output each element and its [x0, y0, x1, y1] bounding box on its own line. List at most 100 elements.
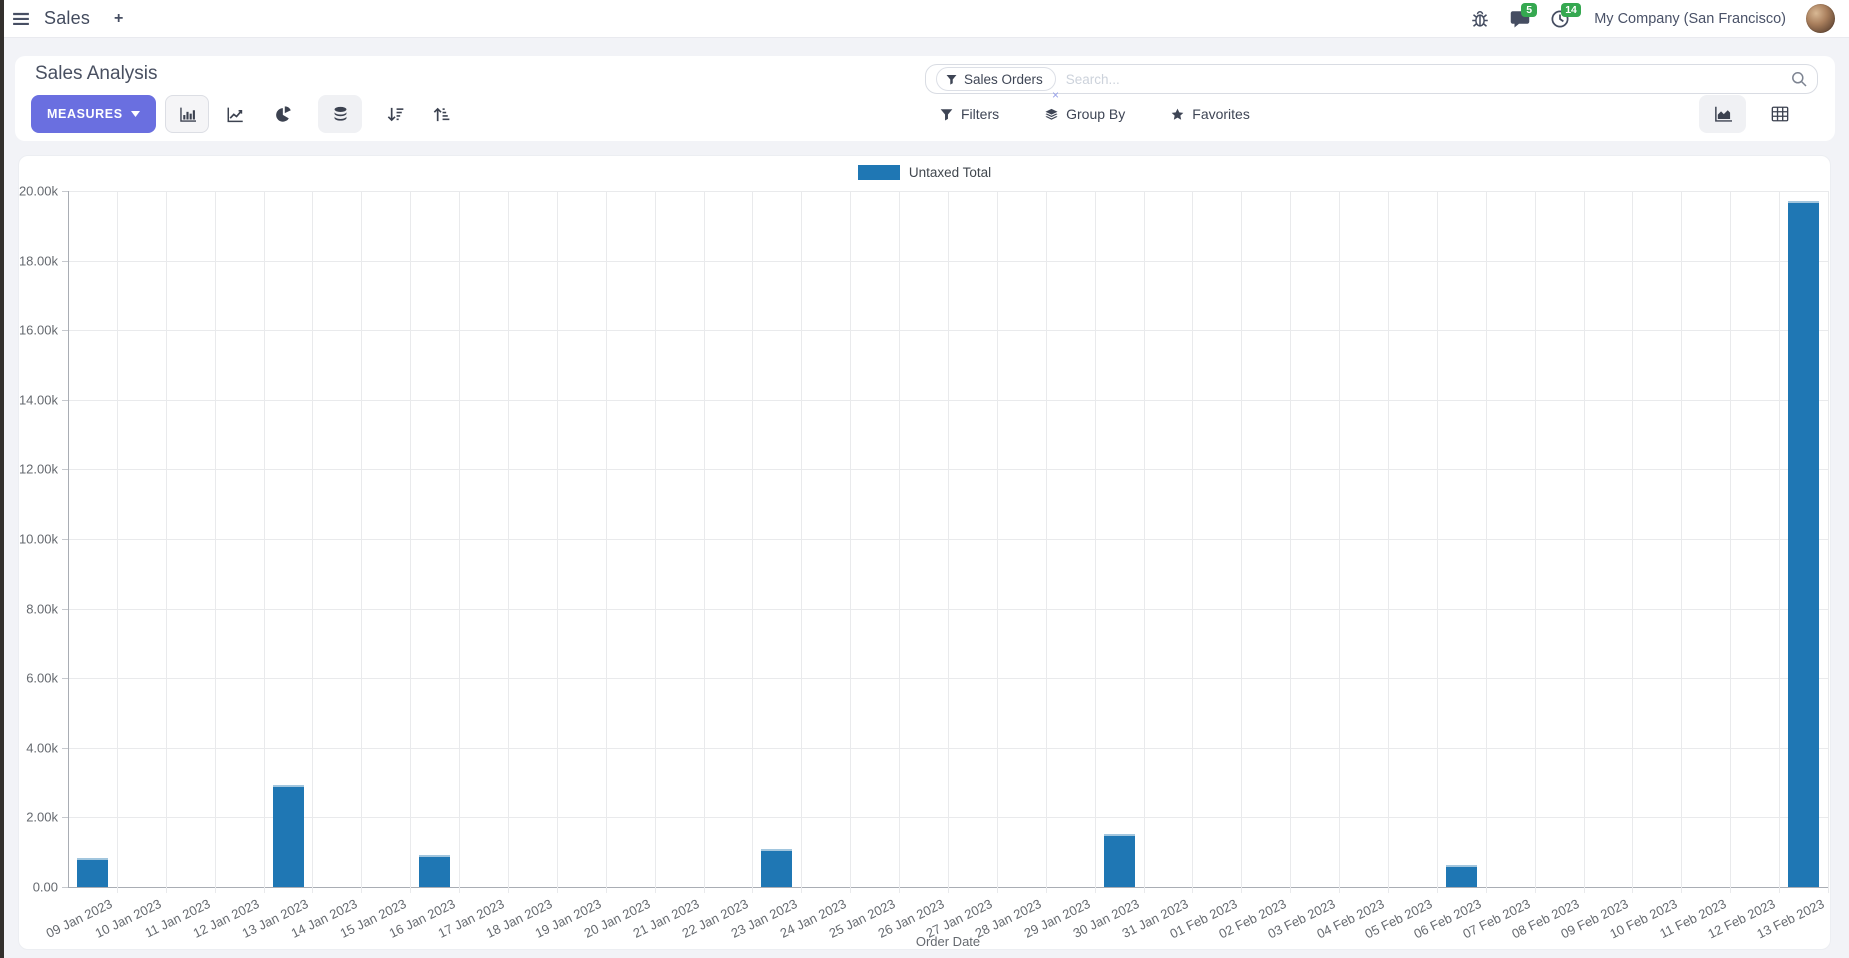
x-grid-line	[263, 191, 265, 893]
x-grid-line	[1388, 191, 1389, 893]
sort-amount-desc-icon	[387, 107, 403, 121]
y-tick-mark	[62, 887, 68, 888]
sort-ascending-button[interactable]	[419, 95, 463, 133]
activities-clock-icon[interactable]: 14	[1550, 2, 1581, 29]
x-grid-line	[654, 191, 656, 893]
x-grid-line	[1534, 191, 1536, 893]
filter-funnel-icon	[940, 108, 953, 121]
company-switcher[interactable]: My Company (San Francisco)	[1594, 10, 1786, 27]
x-grid-line	[1241, 191, 1243, 893]
area-chart-icon	[1714, 106, 1732, 122]
bar[interactable]	[1103, 834, 1135, 887]
y-tick-mark	[62, 678, 68, 680]
y-tick-mark	[62, 469, 68, 471]
bar[interactable]	[761, 848, 793, 887]
x-grid-line	[605, 191, 607, 893]
user-avatar[interactable]	[1806, 4, 1835, 33]
y-tick-mark	[62, 817, 68, 819]
legend-label: Untaxed Total	[908, 165, 992, 180]
bar-chart-button[interactable]	[165, 95, 209, 133]
app-name[interactable]: Sales	[44, 8, 91, 28]
plot-area: 0.00 2.00k 4.00k 6.00k 8.00k 10.00k 12.00k 14.0…	[19, 184, 1829, 941]
x-grid-line	[1339, 191, 1341, 893]
search-input[interactable]	[1063, 70, 1791, 88]
line-chart-icon	[227, 107, 243, 122]
pivot-view-button[interactable]	[1756, 95, 1803, 133]
legend-item[interactable]: Untaxed Total	[19, 165, 1830, 180]
messages-icon[interactable]: 5	[1510, 2, 1538, 29]
x-grid-line	[508, 191, 509, 893]
x-grid-line	[948, 191, 949, 893]
table-grid-icon	[1771, 106, 1788, 122]
x-grid-line	[1779, 191, 1781, 893]
y-tick-label: 12.00k	[18, 461, 58, 477]
top-navbar: Sales + 5 14 My Company (San Francisco)	[0, 0, 1849, 38]
x-grid-line	[850, 191, 852, 893]
y-tick-mark	[62, 260, 68, 262]
sort-descending-button[interactable]	[373, 95, 417, 133]
bar-chart-icon	[179, 107, 196, 122]
messages-count-badge: 5	[1521, 2, 1538, 17]
search-bar[interactable]: Sales Orders ×	[925, 64, 1818, 101]
bar[interactable]	[76, 858, 108, 887]
stacked-toggle-button[interactable]	[318, 95, 362, 133]
search-facet-sales-orders[interactable]: Sales Orders	[936, 67, 1056, 91]
y-tick-mark	[62, 747, 68, 749]
bar[interactable]	[272, 785, 304, 887]
x-grid-line	[1730, 191, 1732, 893]
y-tick-mark	[62, 191, 68, 192]
graph-view-button[interactable]	[1699, 95, 1746, 133]
x-grid-line	[1094, 191, 1096, 893]
x-grid-line	[899, 191, 901, 893]
sort-amount-asc-icon	[433, 107, 449, 121]
x-grid-line	[459, 191, 461, 893]
x-grid-line	[556, 191, 558, 893]
x-grid-line	[361, 191, 363, 893]
y-tick-mark	[62, 399, 68, 401]
x-grid-line	[1828, 191, 1829, 893]
x-grid-line	[410, 191, 412, 893]
y-tick-label: 16.00k	[18, 322, 58, 338]
x-grid-line	[752, 191, 754, 893]
caret-down-icon	[130, 111, 140, 117]
bar[interactable]	[1788, 200, 1820, 887]
x-axis-title: Order Date	[915, 934, 981, 949]
line-chart-button[interactable]	[213, 95, 257, 133]
x-grid-line	[1632, 191, 1634, 893]
x-grid-line	[312, 191, 314, 893]
x-grid-line	[1485, 191, 1487, 893]
y-tick-label: 0.00	[32, 879, 58, 895]
x-grid-line	[1583, 191, 1585, 893]
y-tick-label: 18.00k	[18, 253, 58, 269]
x-grid-line	[1192, 191, 1194, 893]
y-tick-mark	[62, 539, 68, 540]
debug-bug-icon[interactable]	[1470, 9, 1490, 29]
bar[interactable]	[419, 854, 451, 887]
chart-card: Untaxed Total 0.00 2.00k 4.00k 6.00k 8.00k 10…	[18, 155, 1831, 950]
y-tick-label: 2.00k	[26, 809, 58, 825]
screen-left-edge	[0, 0, 4, 958]
pie-chart-button[interactable]	[261, 95, 305, 133]
group-by-button[interactable]: Group By	[1045, 106, 1125, 122]
x-grid-line	[1290, 191, 1292, 893]
y-tick-mark	[62, 608, 68, 610]
search-icon[interactable]	[1791, 71, 1807, 87]
legend-marker	[857, 165, 900, 180]
apps-menu-icon[interactable]	[12, 10, 30, 28]
y-tick-label: 14.00k	[18, 392, 58, 408]
y-tick-label: 8.00k	[26, 601, 58, 617]
y-tick-label: 10.00k	[18, 531, 58, 547]
measures-button[interactable]: MEASURES	[31, 95, 156, 133]
y-tick-label: 20.00k	[18, 183, 58, 199]
bar[interactable]	[1445, 864, 1477, 887]
filters-button[interactable]: Filters	[940, 106, 999, 122]
page-title: Sales Analysis	[35, 63, 158, 84]
new-record-button[interactable]: +	[114, 9, 124, 27]
favorites-button[interactable]: Favorites	[1171, 106, 1250, 122]
y-tick-label: 4.00k	[26, 740, 58, 756]
x-grid-line	[1436, 191, 1438, 893]
filter-funnel-icon	[946, 74, 957, 85]
star-icon	[1171, 108, 1184, 120]
facet-remove-icon[interactable]: ×	[1052, 88, 1060, 102]
x-grid-line	[214, 191, 216, 893]
